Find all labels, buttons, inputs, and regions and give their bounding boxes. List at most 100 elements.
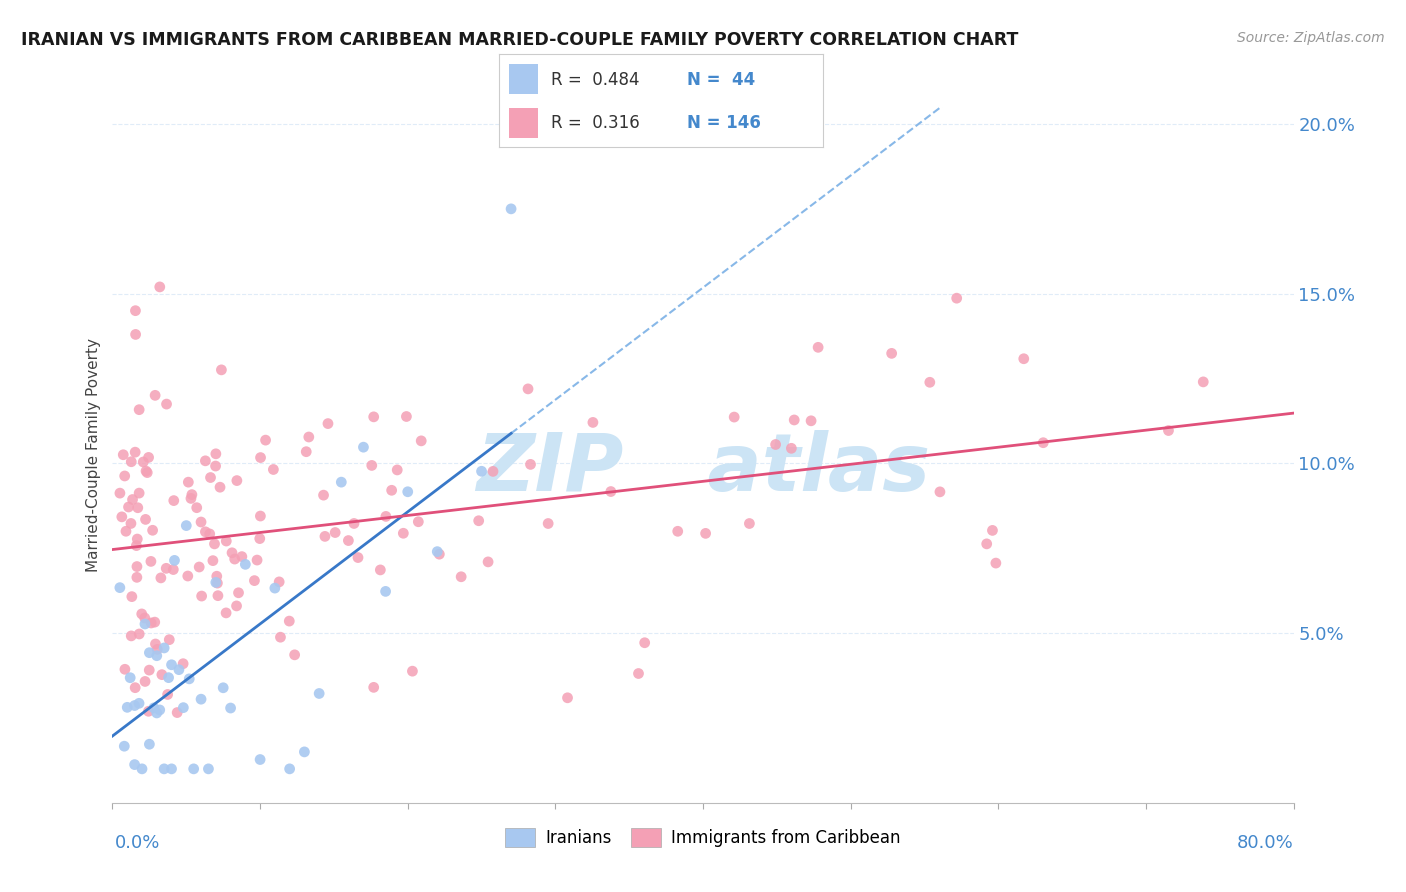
Point — [149, 280, 172, 294]
Point — [143, 615, 166, 629]
Point — [634, 636, 657, 650]
Point — [765, 437, 787, 451]
Point — [249, 450, 271, 465]
Point — [160, 657, 183, 672]
Point — [246, 553, 269, 567]
Point — [387, 463, 409, 477]
Point — [269, 630, 291, 644]
Point — [134, 617, 156, 632]
Point — [427, 547, 450, 561]
Point — [519, 458, 541, 472]
Point — [557, 690, 579, 705]
Point — [149, 703, 172, 717]
Point — [138, 737, 160, 751]
Text: 80.0%: 80.0% — [1237, 834, 1294, 852]
Point — [177, 569, 200, 583]
Point — [470, 464, 494, 478]
Point — [231, 549, 253, 564]
Point — [450, 570, 472, 584]
Point — [124, 681, 146, 695]
Point — [219, 701, 242, 715]
Point — [145, 637, 167, 651]
Point — [149, 571, 172, 585]
Point — [186, 500, 208, 515]
Point — [312, 488, 335, 502]
Point — [117, 700, 138, 714]
Point — [163, 553, 186, 567]
Point — [1032, 435, 1054, 450]
Point — [138, 663, 160, 677]
Point — [146, 706, 169, 720]
Point — [363, 681, 385, 695]
Point — [167, 663, 190, 677]
Point — [695, 526, 717, 541]
Point — [976, 537, 998, 551]
Point — [108, 581, 131, 595]
Point — [143, 388, 166, 402]
Point — [180, 491, 202, 506]
Point — [124, 303, 146, 318]
Point — [395, 409, 418, 424]
Point — [150, 667, 173, 681]
Point — [208, 480, 231, 494]
Point — [205, 575, 228, 590]
Point — [124, 698, 146, 713]
Point — [269, 574, 291, 589]
Point — [477, 555, 499, 569]
Point — [190, 589, 212, 603]
Point — [157, 632, 180, 647]
Point — [120, 455, 142, 469]
Point — [800, 414, 823, 428]
Point — [337, 533, 360, 548]
Point — [352, 440, 374, 454]
Point — [981, 524, 1004, 538]
Point — [207, 589, 229, 603]
Point — [221, 546, 243, 560]
Point — [666, 524, 689, 539]
Text: ZIP   atlas: ZIP atlas — [477, 430, 929, 508]
Point — [114, 469, 136, 483]
Point — [1157, 424, 1180, 438]
Point — [121, 590, 143, 604]
Point — [308, 686, 330, 700]
Point — [183, 762, 205, 776]
Point — [121, 492, 143, 507]
Point — [163, 493, 186, 508]
Point — [360, 458, 382, 473]
Point — [155, 397, 177, 411]
Point — [411, 434, 433, 448]
Point — [194, 454, 217, 468]
Point — [209, 363, 232, 377]
Bar — [509, 64, 538, 94]
Point — [108, 486, 131, 500]
Point — [807, 340, 830, 354]
Point — [343, 516, 366, 531]
Point — [582, 416, 605, 430]
Point — [127, 532, 149, 546]
Point — [120, 516, 142, 531]
Point — [194, 524, 217, 539]
Point — [517, 382, 540, 396]
Point — [207, 576, 229, 591]
Point — [120, 671, 142, 685]
Point — [224, 552, 246, 566]
Point — [723, 410, 745, 425]
Point — [278, 762, 301, 776]
Point — [381, 483, 404, 498]
Point — [212, 681, 235, 695]
Point — [392, 526, 415, 541]
Point — [135, 512, 157, 526]
Point — [225, 599, 247, 613]
Point — [166, 706, 188, 720]
Point — [156, 688, 179, 702]
Point — [330, 475, 353, 490]
Point — [124, 445, 146, 459]
Point — [177, 475, 200, 490]
Point — [205, 447, 228, 461]
Point — [188, 560, 211, 574]
Point — [172, 700, 194, 714]
Point — [125, 539, 148, 553]
Point — [124, 757, 146, 772]
Point — [323, 525, 346, 540]
Point — [537, 516, 560, 531]
